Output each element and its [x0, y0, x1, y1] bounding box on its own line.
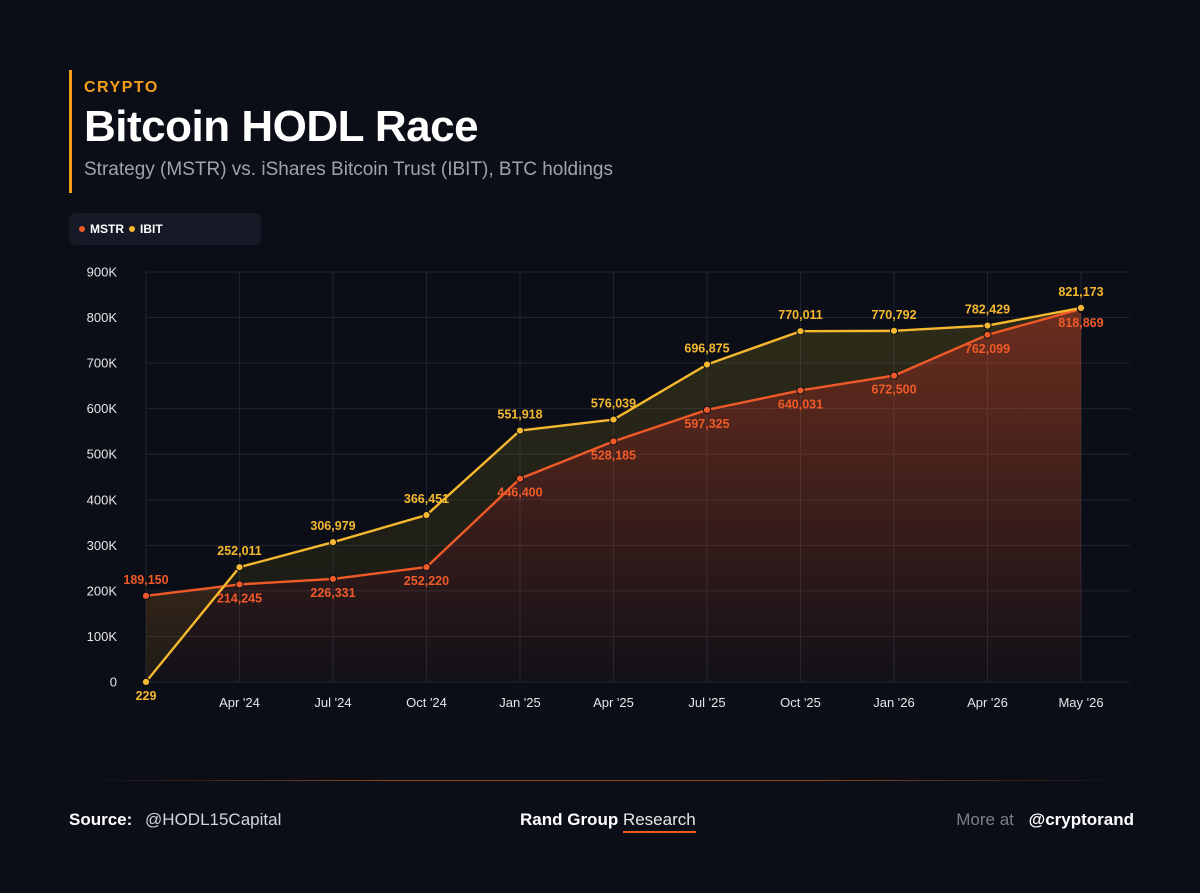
ibit-data-label: 366,451: [404, 492, 449, 506]
brand-research: Research: [622, 810, 696, 833]
y-tick-label: 500K: [87, 447, 118, 462]
source-link[interactable]: @HODL15Capital: [145, 810, 282, 829]
data-labels: 189,150 229 214,245 252,011 226,331 306,979 25…: [123, 285, 1103, 703]
y-tick-label: 800K: [87, 310, 118, 325]
source-label: Source:: [69, 810, 133, 829]
legend-label-mstr: MSTR: [90, 222, 124, 236]
legend-label-ibit: IBIT: [140, 222, 163, 236]
category-kicker: CRYPTO: [84, 79, 159, 96]
mstr-area: [146, 308, 1081, 682]
chart-subtitle: Strategy (MSTR) vs. iShares Bitcoin Trus…: [84, 159, 613, 180]
ibit-data-label: 770,792: [871, 308, 916, 322]
legend-item-mstr[interactable]: MSTR: [79, 222, 124, 236]
ibit-data-label: 252,011: [217, 544, 262, 558]
mstr-data-label: 597,325: [684, 417, 729, 431]
more-handle-link[interactable]: @cryptorand: [1028, 810, 1134, 829]
footer-divider: [80, 780, 1130, 781]
more-label: More at: [956, 810, 1014, 829]
mstr-data-label: 214,245: [217, 591, 262, 605]
mstr-point: [328, 574, 338, 583]
ibit-data-label: 782,429: [965, 303, 1010, 317]
ibit-data-label: 229: [136, 689, 157, 703]
x-tick-label: Oct '24: [406, 695, 447, 710]
ibit-data-label: 770,011: [778, 308, 823, 322]
x-tick-label: Apr '26: [967, 695, 1008, 710]
legend-dot-ibit: [129, 226, 135, 232]
chart-title: Bitcoin HODL Race: [84, 102, 479, 151]
ibit-point: [141, 677, 151, 686]
x-tick-label: Jan '26: [873, 695, 915, 710]
ibit-point: [983, 321, 992, 330]
mstr-data-label: 446,400: [497, 486, 542, 500]
y-tick-label: 200K: [87, 583, 118, 598]
ibit-point: [796, 327, 805, 336]
x-tick-label: Jul '25: [688, 695, 725, 710]
ibit-data-label: 306,979: [310, 519, 355, 533]
y-tick-label: 400K: [87, 492, 118, 507]
mstr-data-label: 226,331: [310, 586, 355, 600]
legend-dot-mstr: [79, 226, 85, 232]
mstr-point: [515, 474, 525, 483]
ibit-point: [1076, 303, 1086, 313]
ibit-point: [515, 426, 525, 435]
mstr-data-label: 672,500: [871, 383, 916, 397]
footer-brand: Rand Group Research: [520, 810, 696, 833]
ibit-point: [702, 360, 712, 369]
footer-source: Source: @HODL15Capital: [69, 810, 281, 830]
y-tick-label: 0: [110, 675, 117, 690]
mstr-point: [983, 330, 992, 339]
ibit-point: [609, 415, 618, 424]
mstr-point: [889, 371, 899, 380]
mstr-data-label: 640,031: [778, 397, 823, 411]
ibit-data-label: 576,039: [591, 397, 636, 411]
brand-name: Rand Group: [520, 810, 619, 829]
y-tick-label: 900K: [87, 265, 118, 280]
y-tick-label: 100K: [87, 629, 118, 644]
x-tick-label: May '26: [1058, 695, 1103, 710]
mstr-data-label: 762,099: [965, 342, 1010, 356]
mstr-data-label: 252,220: [404, 574, 449, 588]
y-tick-label: 600K: [87, 401, 118, 416]
ibit-data-label: 551,918: [497, 408, 542, 422]
mstr-point: [235, 580, 244, 589]
mstr-point: [796, 386, 805, 395]
mstr-data-label: 528,185: [591, 448, 636, 462]
ibit-data-label: 696,875: [684, 342, 729, 356]
x-tick-label: Oct '25: [780, 695, 821, 710]
x-tick-label: Apr '24: [219, 695, 260, 710]
chart-points: [141, 303, 1086, 686]
mstr-point: [141, 591, 151, 600]
legend-item-ibit[interactable]: IBIT: [129, 222, 163, 236]
ibit-point: [422, 510, 431, 520]
mstr-point: [702, 405, 712, 414]
ibit-point: [889, 326, 899, 335]
chart-legend: MSTR IBIT: [69, 213, 261, 245]
x-tick-label: Jan '25: [499, 695, 541, 710]
ibit-point: [235, 563, 244, 572]
y-tick-label: 300K: [87, 538, 118, 553]
x-tick-label: Jul '24: [314, 695, 351, 710]
footer-more: More at @cryptorand: [956, 810, 1134, 830]
ibit-data-label: 821,173: [1058, 285, 1103, 299]
mstr-data-label: 189,150: [123, 573, 168, 587]
chart-header: CRYPTO Bitcoin HODL Race Strategy (MSTR)…: [69, 70, 613, 193]
y-tick-label: 700K: [87, 356, 118, 371]
mstr-point: [422, 562, 431, 572]
chart-areas: [146, 307, 1081, 682]
x-tick-label: Apr '25: [593, 695, 634, 710]
ibit-point: [328, 538, 338, 547]
mstr-point: [609, 437, 618, 446]
y-axis: 0 100K 200K 300K 400K 500K 600K 700K 800K 900K: [87, 265, 118, 690]
mstr-data-label: 818,869: [1058, 316, 1103, 330]
x-axis: Apr '24 Jul '24 Oct '24 Jan '25 Apr '25 Jul '…: [219, 695, 1103, 710]
